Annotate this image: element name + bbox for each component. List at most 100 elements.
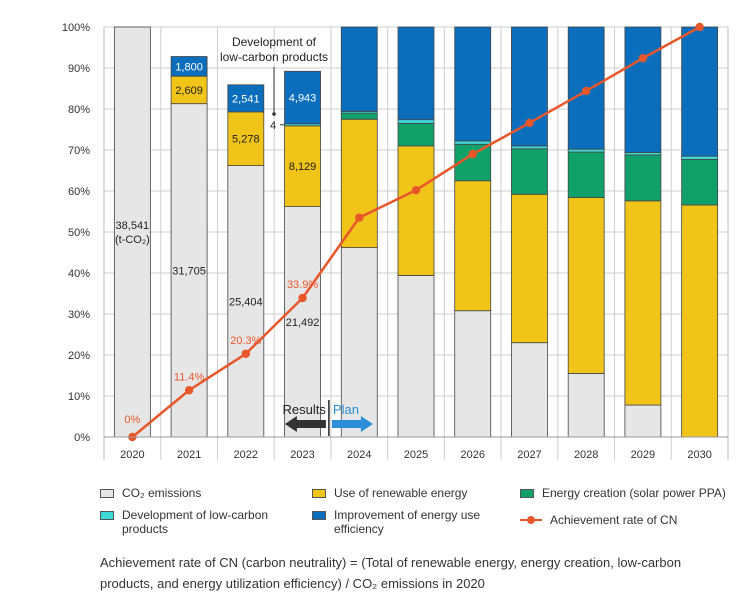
annotation-dot <box>272 112 276 116</box>
plan-label: Plan <box>333 402 359 417</box>
annotation-line1: Development of <box>232 35 317 49</box>
segment-value-label: 21,492 <box>286 317 320 329</box>
bar-segment <box>397 275 435 438</box>
achievement-rate-label: 11.4% <box>174 371 205 383</box>
segment-unit-label: (t-CO₂) <box>115 234 150 246</box>
bar-segment <box>681 155 719 160</box>
segment-value-label: 38,541 <box>116 220 150 232</box>
achievement-rate-label: 33.9% <box>287 279 318 291</box>
legend-label: Achievement rate of CN <box>550 513 678 527</box>
bar-segment <box>511 145 548 150</box>
bar-segment <box>567 373 605 438</box>
bar-segment <box>397 122 435 147</box>
x-tick-label: 2026 <box>460 449 484 461</box>
legend-item-energy-creation: Energy creation (solar power PPA) <box>520 486 726 500</box>
bar-segment <box>397 119 435 124</box>
legend-item-achievement: Achievement rate of CN <box>520 513 677 527</box>
bar-segment <box>284 70 321 125</box>
bar-segment <box>454 140 492 145</box>
stacked-bar-chart: 38,541 (t-CO₂) 31,705 2,609 1,800 25,404 5,278… <box>62 22 729 461</box>
results-label: Results <box>283 402 327 417</box>
bar-segment <box>511 26 548 147</box>
achievement-point <box>355 213 364 222</box>
achievement-point <box>695 22 704 32</box>
x-tick-label: 2022 <box>234 449 258 461</box>
bar-segment <box>624 200 662 406</box>
bar-segment <box>397 26 435 121</box>
bar-segment <box>624 404 662 438</box>
bar-segment <box>227 111 265 166</box>
achievement-rate-label: 20.3% <box>230 335 261 347</box>
achievement-point <box>241 349 251 358</box>
legend-item-co2: CO₂ emissions <box>100 486 201 500</box>
achievement-line: 0% 11.4% 20.3% 33.9% <box>124 22 704 442</box>
bar-segment <box>454 26 492 142</box>
bar-segment <box>681 204 719 438</box>
achievement-point <box>525 118 534 128</box>
x-tick-label: 2025 <box>404 449 428 461</box>
legend-swatch <box>312 489 326 498</box>
y-tick-label: 0% <box>74 432 90 444</box>
legend-label: Improvement of energy use efficiency <box>334 508 481 536</box>
segment-value-label: 4,943 <box>289 93 317 105</box>
segment-value-label: 8,129 <box>289 161 317 173</box>
achievement-rate-label: 0% <box>124 414 140 426</box>
bar-segment <box>681 159 719 206</box>
bar-segment <box>340 112 378 120</box>
plan-arrow <box>331 416 373 432</box>
bar-segment <box>511 148 548 195</box>
y-tick-label: 40% <box>68 268 90 280</box>
bar-segment <box>284 206 321 438</box>
bar-segment <box>340 118 378 248</box>
legend-swatch <box>100 489 114 498</box>
y-tick-label: 10% <box>68 391 90 403</box>
achievement-point <box>411 185 421 195</box>
bar-segment <box>454 180 492 312</box>
y-tick-label: 50% <box>68 227 90 239</box>
achievement-point <box>468 149 477 159</box>
phase-marker: Results Plan <box>283 400 373 436</box>
legend-item-renewable: Use of renewable energy <box>312 486 467 500</box>
bar-segment <box>227 84 265 113</box>
x-tick-label: 2024 <box>347 449 371 461</box>
bar-segment <box>624 26 662 153</box>
y-tick-label: 80% <box>68 104 90 116</box>
bar-segment <box>624 154 662 202</box>
achievement-point <box>184 386 194 395</box>
segment-value-label: 31,705 <box>172 265 206 277</box>
segment-labels: 38,541 (t-CO₂) 31,705 2,609 1,800 25,404 5,278… <box>115 61 319 328</box>
achievement-point <box>581 86 591 96</box>
achievement-point <box>298 293 307 303</box>
bar-segment <box>511 193 548 344</box>
results-arrow <box>284 416 326 432</box>
x-tick-label: 2020 <box>120 449 144 461</box>
legend-swatch <box>312 511 326 520</box>
bar-segment <box>340 26 378 112</box>
footnote: Achievement rate of CN (carbon neutralit… <box>100 555 682 591</box>
legend-label: Energy creation (solar power PPA) <box>542 486 726 500</box>
bar-segment <box>170 75 208 105</box>
bar-segment <box>113 26 151 438</box>
x-tick-label: 2029 <box>631 449 655 461</box>
segment-value-label: 1,800 <box>175 61 203 73</box>
bar-segment <box>397 145 435 276</box>
bar-segment <box>340 247 378 438</box>
x-tick-label: 2021 <box>177 449 201 461</box>
x-tick-label: 2030 <box>687 449 711 461</box>
annotation-value: 4 <box>270 120 276 132</box>
segment-value-label: 25,404 <box>229 296 263 308</box>
legend-item-efficiency: Improvement of energy use efficiency <box>312 508 482 536</box>
legend-label: CO₂ emissions <box>122 486 202 500</box>
bar-segment <box>170 56 208 77</box>
bar-segment <box>567 148 605 153</box>
bar-segment <box>227 165 265 438</box>
bars <box>113 26 719 438</box>
y-tick-label: 90% <box>68 63 90 75</box>
annotation-line2: low-carbon products <box>220 50 328 64</box>
bar-segment <box>284 125 321 207</box>
x-tick-label: 2023 <box>290 449 314 461</box>
bar-segment <box>567 197 605 374</box>
legend-line-swatch <box>520 515 542 525</box>
y-tick-label: 60% <box>68 186 90 198</box>
